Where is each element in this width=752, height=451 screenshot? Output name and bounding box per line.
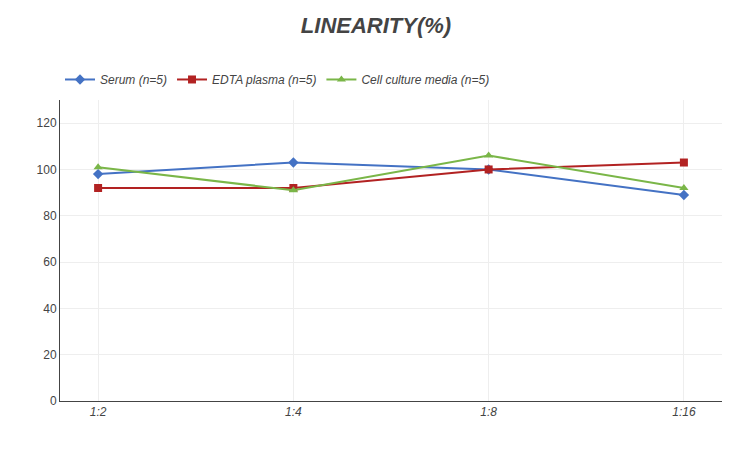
svg-text:LINEARITY(%): LINEARITY(%) xyxy=(301,13,451,38)
svg-text:120: 120 xyxy=(37,116,57,130)
svg-text:60: 60 xyxy=(43,255,57,269)
svg-text:EDTA plasma (n=5): EDTA plasma (n=5) xyxy=(212,73,316,87)
svg-text:80: 80 xyxy=(43,209,57,223)
svg-text:1:4: 1:4 xyxy=(285,405,302,419)
svg-text:1:8: 1:8 xyxy=(480,405,497,419)
svg-text:Cell culture media (n=5): Cell culture media (n=5) xyxy=(361,73,489,87)
svg-text:0: 0 xyxy=(50,394,57,408)
svg-text:1:16: 1:16 xyxy=(672,405,696,419)
svg-text:100: 100 xyxy=(37,163,57,177)
svg-text:40: 40 xyxy=(43,302,57,316)
svg-text:1:2: 1:2 xyxy=(90,405,107,419)
svg-text:20: 20 xyxy=(43,348,57,362)
svg-text:Serum (n=5): Serum (n=5) xyxy=(100,73,167,87)
